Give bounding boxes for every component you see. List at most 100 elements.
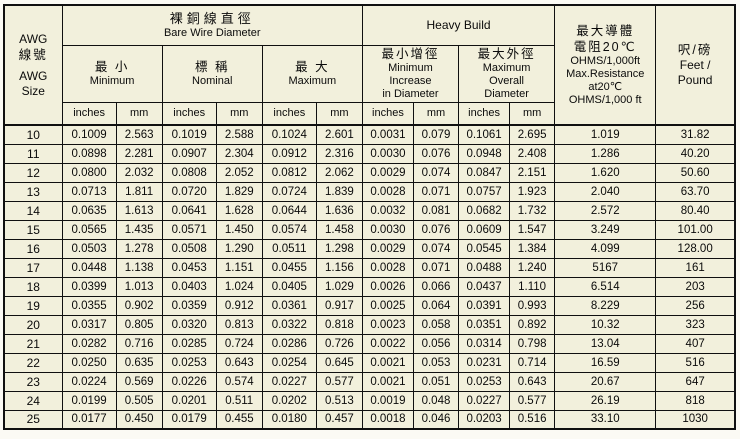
awg-size-cell: 16 (3, 238, 63, 259)
value-cell: 0.0201 (161, 390, 217, 411)
value-cell: 128.00 (655, 238, 736, 259)
min-increase-label-en1: Minimum (388, 62, 433, 74)
value-cell: 0.645 (315, 352, 363, 373)
value-cell: 1.636 (315, 200, 363, 221)
value-cell: 0.051 (412, 371, 460, 392)
value-cell: 2.601 (315, 124, 363, 145)
value-cell: 0.0355 (61, 295, 117, 316)
value-cell: 0.0199 (61, 390, 117, 411)
value-cell: 1030 (655, 409, 736, 430)
value-cell: 0.0405 (261, 276, 317, 297)
value-cell: 20.67 (554, 371, 657, 392)
value-cell: 0.0029 (361, 238, 414, 259)
value-cell: 1.384 (509, 238, 556, 259)
value-cell: 2.316 (315, 143, 363, 164)
value-cell: 0.0180 (261, 409, 317, 430)
table-row: 25 0.0177 0.450 0.0179 0.455 0.0180 0.457 0.001… (3, 409, 736, 430)
value-cell: 1.458 (315, 219, 363, 240)
value-cell: 0.635 (115, 352, 163, 373)
value-cell: 0.0565 (61, 219, 117, 240)
value-cell: 0.0227 (261, 371, 317, 392)
value-cell: 0.0574 (261, 219, 317, 240)
col-header-feet-pound: 呎/磅 Feet / Pound (655, 4, 736, 126)
col-group-bare-wire-diameter: 裸銅線直徑 Bare Wire Diameter (61, 4, 363, 46)
value-cell: 1.156 (315, 257, 363, 278)
value-cell: 1.298 (315, 238, 363, 259)
unit-header-mm: mm (215, 101, 263, 126)
value-cell: 8.229 (554, 295, 657, 316)
awg-label-zh: 線號 (18, 47, 48, 62)
value-cell: 13.04 (554, 333, 657, 354)
col-header-min-increase: 最小增徑 Minimum Increase in Diameter (361, 44, 460, 103)
value-cell: 1.151 (215, 257, 263, 278)
value-cell: 2.151 (509, 162, 556, 183)
min-increase-label-en3: in Diameter (382, 88, 439, 100)
value-cell: 0.0641 (161, 200, 217, 221)
table-row: 11 0.0898 2.281 0.0907 2.304 0.0912 2.316 0.003… (3, 143, 736, 164)
value-cell: 0.0488 (458, 257, 511, 278)
table-row: 22 0.0250 0.635 0.0253 0.643 0.0254 0.645 0.002… (3, 352, 736, 373)
value-cell: 0.0391 (458, 295, 511, 316)
value-cell: 0.074 (412, 238, 460, 259)
value-cell: 0.0898 (61, 143, 117, 164)
value-cell: 0.0455 (261, 257, 317, 278)
value-cell: 2.572 (554, 200, 657, 221)
table-row: 14 0.0635 1.613 0.0641 1.628 0.0644 1.636 0.003… (3, 200, 736, 221)
value-cell: 0.0403 (161, 276, 217, 297)
awg-size-cell: 17 (3, 257, 63, 278)
feet-pound-label-en1: Feet / (679, 58, 711, 72)
table-header: AWG 線號 AWG Size 裸銅線直徑 Bare Wire Diameter… (3, 4, 736, 126)
value-cell: 516 (655, 352, 736, 373)
value-cell: 0.0026 (361, 276, 414, 297)
value-cell: 101.00 (655, 219, 736, 240)
value-cell: 0.0453 (161, 257, 217, 278)
value-cell: 0.1009 (61, 124, 117, 145)
value-cell: 26.19 (554, 390, 657, 411)
awg-size-cell: 15 (3, 219, 63, 240)
value-cell: 0.0644 (261, 200, 317, 221)
value-cell: 1.829 (215, 181, 263, 202)
value-cell: 0.0320 (161, 314, 217, 335)
value-cell: 1.013 (115, 276, 163, 297)
value-cell: 0.0511 (261, 238, 317, 259)
awg-size-cell: 11 (3, 143, 63, 164)
value-cell: 0.0635 (61, 200, 117, 221)
value-cell: 0.0286 (261, 333, 317, 354)
unit-header-inches: inches (361, 101, 414, 126)
table-row: 15 0.0565 1.435 0.0571 1.450 0.0574 1.458 0.003… (3, 219, 736, 240)
nominal-label-en: Nominal (192, 75, 233, 87)
value-cell: 5167 (554, 257, 657, 278)
value-cell: 50.60 (655, 162, 736, 183)
value-cell: 0.1061 (458, 124, 511, 145)
unit-header-inches: inches (261, 101, 317, 126)
awg-size-cell: 25 (3, 409, 63, 430)
value-cell: 0.0359 (161, 295, 217, 316)
value-cell: 0.1019 (161, 124, 217, 145)
value-cell: 0.0314 (458, 333, 511, 354)
value-cell: 0.0224 (61, 371, 117, 392)
value-cell: 1.024 (215, 276, 263, 297)
value-cell: 0.457 (315, 409, 363, 430)
value-cell: 0.048 (412, 390, 460, 411)
value-cell: 0.0508 (161, 238, 217, 259)
resistance-label-zh1: 最大導體 (576, 24, 635, 38)
value-cell: 6.514 (554, 276, 657, 297)
value-cell: 1.138 (115, 257, 163, 278)
value-cell: 0.577 (509, 390, 556, 411)
awg-size-cell: 23 (3, 371, 63, 392)
awg-size-cell: 21 (3, 333, 63, 354)
value-cell: 0.0847 (458, 162, 511, 183)
unit-header-mm: mm (315, 101, 363, 126)
value-cell: 0.0361 (261, 295, 317, 316)
min-increase-label-zh: 最小增徑 (381, 47, 440, 61)
max-overall-label-en3: Diameter (484, 88, 529, 100)
value-cell: 0.0022 (361, 333, 414, 354)
min-increase-label-en2: Increase (389, 75, 432, 87)
minimum-label-zh: 最 小 (94, 60, 130, 74)
value-cell: 1.547 (509, 219, 556, 240)
max-overall-label-en1: Maximum (482, 62, 531, 74)
value-cell: 818 (655, 390, 736, 411)
value-cell: 10.32 (554, 314, 657, 335)
value-cell: 0.0019 (361, 390, 414, 411)
bare-wire-label-en: Bare Wire Diameter (163, 27, 261, 40)
